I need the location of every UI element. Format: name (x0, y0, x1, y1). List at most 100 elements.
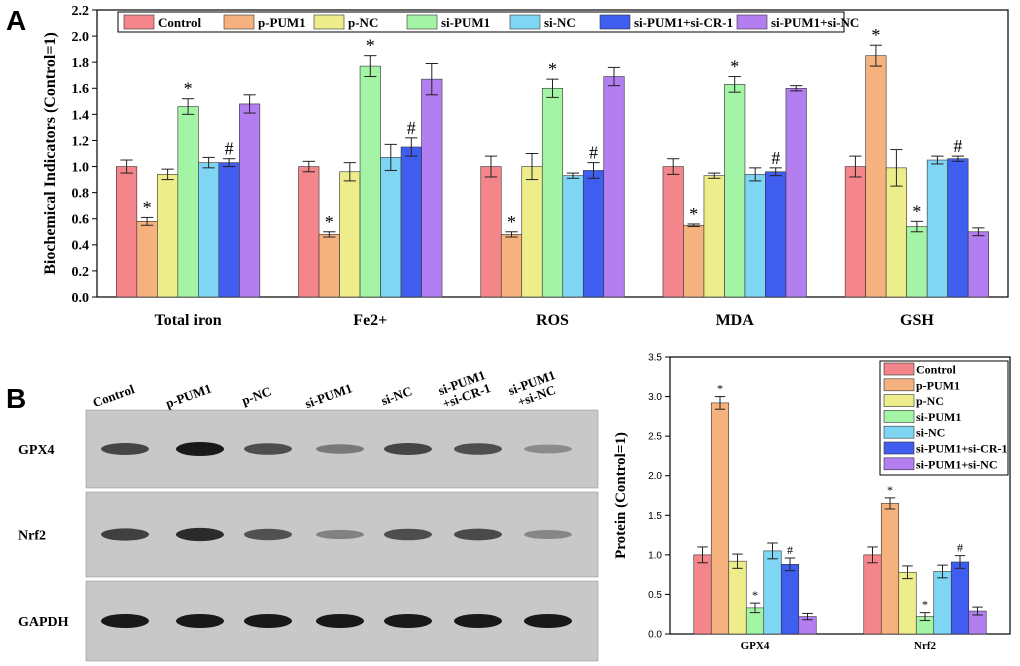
legend-swatch (509, 14, 541, 30)
legend-swatch (883, 441, 915, 455)
bar (844, 166, 866, 298)
bar (400, 146, 422, 298)
bar (926, 159, 948, 298)
bar (157, 174, 179, 298)
category-label: ROS (536, 312, 569, 329)
bar (693, 554, 712, 635)
y-tick-label: 2.0 (72, 30, 90, 45)
legend-label: p-PUM1 (916, 378, 960, 392)
bar (359, 65, 381, 298)
bar (298, 166, 320, 298)
protein-band (454, 443, 502, 455)
significance-mark: * (689, 204, 698, 224)
protein-band (244, 528, 292, 541)
protein-band (524, 444, 572, 454)
bar (785, 87, 807, 298)
protein-band (316, 444, 364, 454)
category-label: MDA (716, 312, 755, 329)
protein-band (524, 529, 572, 540)
y-tick-label: 1.8 (72, 56, 90, 71)
blot-row-label: Nrf2 (18, 529, 46, 544)
panel-label-a: A (6, 5, 26, 36)
significance-mark: * (752, 588, 758, 602)
y-axis-label: Biochemical Indicators (Control=1) (42, 32, 59, 275)
legend-swatch (883, 394, 915, 407)
protein-band (384, 528, 432, 541)
bar (239, 103, 261, 298)
legend-label: si-PUM1 (916, 410, 961, 424)
legend-swatch (883, 457, 915, 471)
protein-band (176, 527, 224, 542)
legend-swatch (883, 362, 915, 376)
y-tick-label: 3.5 (648, 353, 662, 364)
bar (765, 171, 787, 298)
protein-band (244, 614, 292, 628)
legend-label: si-PUM1+si-NC (771, 15, 859, 30)
bar (603, 76, 625, 298)
bar (339, 171, 361, 298)
legend-swatch (883, 425, 915, 439)
protein-band (244, 443, 292, 455)
protein-band (101, 443, 149, 455)
significance-mark: * (143, 197, 152, 217)
bar (421, 78, 443, 298)
significance-mark: * (507, 212, 516, 232)
y-tick-label: 1.5 (648, 511, 662, 522)
legend-swatch (736, 14, 768, 30)
protein-band (176, 614, 224, 628)
bar (662, 166, 684, 298)
significance-mark: * (184, 79, 193, 99)
bar (763, 550, 782, 635)
significance-mark: # (225, 139, 234, 159)
protein-band (384, 443, 432, 455)
y-tick-label: 0.6 (72, 213, 90, 228)
lane-label: si-PUM1 (303, 380, 354, 411)
legend-swatch (883, 410, 915, 423)
legend-swatch (223, 14, 255, 30)
protein-band (316, 529, 364, 540)
western-blot: Control p-PUM1 p-NC si-PUM1 si-NC si-PUM1+si-… (18, 367, 599, 662)
category-label: Total iron (155, 312, 222, 329)
y-tick-label: 0.0 (648, 630, 662, 641)
legend-label: si-PUM1+si-CR-1 (634, 15, 733, 30)
legend-label: Control (158, 15, 201, 30)
y-tick-label: 1.4 (72, 108, 90, 123)
significance-mark: * (548, 59, 557, 79)
bar (885, 167, 907, 298)
legend-swatch (123, 14, 155, 30)
lane-label: si-PUM1+si-CR-1 (436, 367, 493, 411)
bar (541, 87, 564, 298)
bar (703, 175, 725, 298)
bar (521, 166, 543, 298)
significance-mark: * (912, 201, 921, 221)
plot-frame (669, 356, 1011, 635)
bar (318, 234, 340, 298)
lane-label: si-PUM1+si-NC (506, 367, 562, 411)
bar (898, 571, 917, 635)
significance-mark: # (771, 148, 780, 168)
bar (710, 402, 730, 635)
y-tick-label: 0.0 (72, 291, 90, 306)
y-tick-label: 0.4 (72, 239, 90, 254)
y-tick-label: 2.5 (648, 432, 662, 443)
bar (865, 55, 887, 298)
bar (582, 170, 605, 298)
legend: Controlp-PUM1p-NCsi-PUM1si-NCsi-PUM1+si-… (879, 360, 1009, 476)
bar (116, 166, 138, 298)
legend-label: p-NC (348, 15, 378, 30)
legend-label: p-NC (916, 394, 944, 408)
category-label: Nrf2 (914, 640, 936, 652)
protein-band (384, 614, 432, 628)
y-tick-label: 2.2 (72, 4, 90, 19)
legend-label: si-PUM1+si-CR-1 (916, 442, 1008, 456)
significance-mark: # (957, 541, 963, 555)
significance-mark: * (887, 483, 893, 497)
blot-row-label: GAPDH (18, 615, 69, 630)
bar (880, 503, 900, 635)
bar (480, 166, 502, 298)
protein-band (454, 614, 502, 628)
legend-swatch (313, 14, 345, 30)
bar (562, 175, 584, 298)
